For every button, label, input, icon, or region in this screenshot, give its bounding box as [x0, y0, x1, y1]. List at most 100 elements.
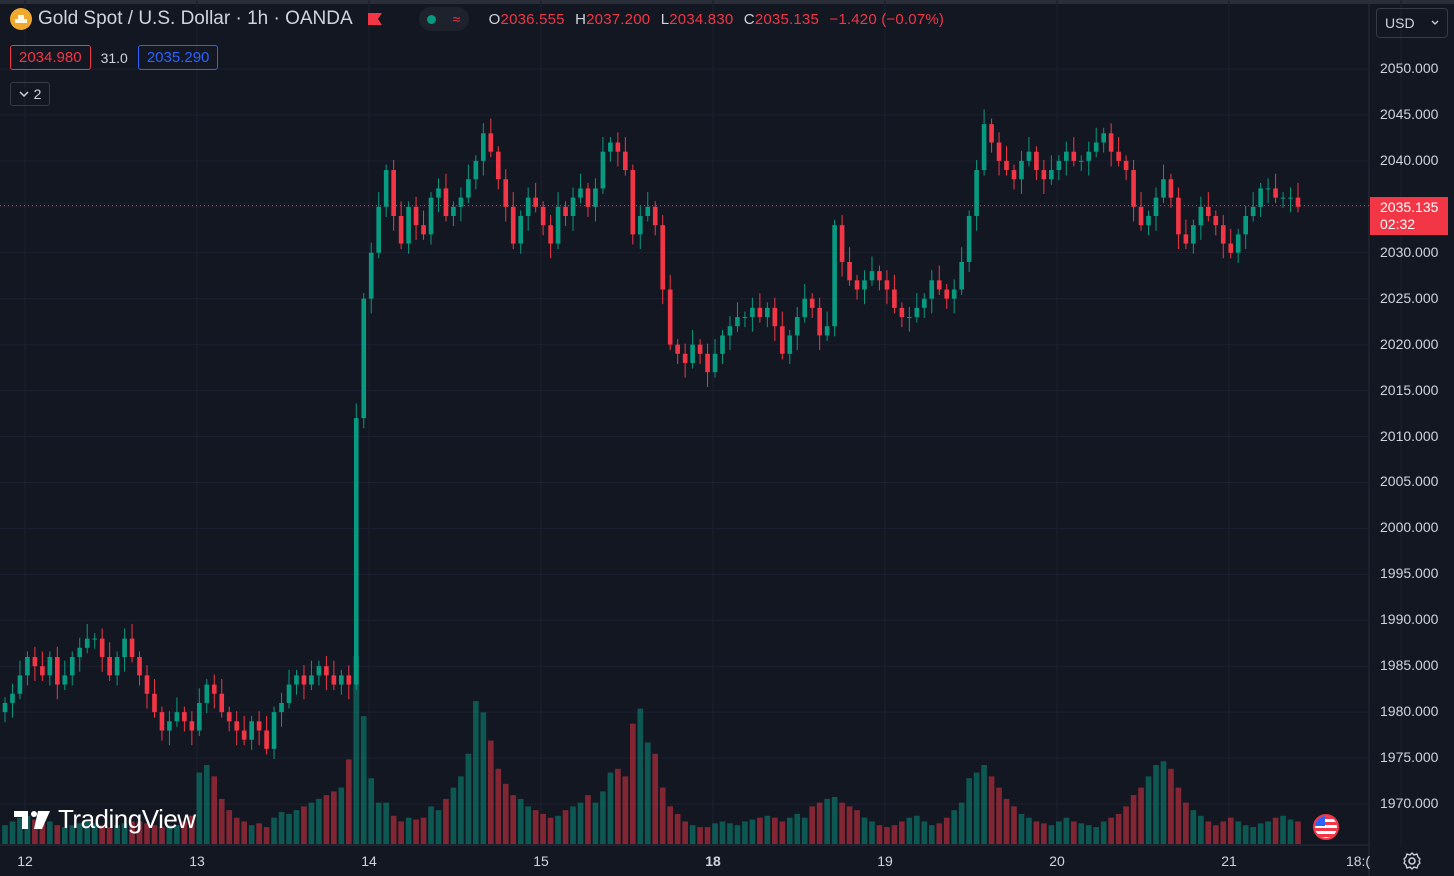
volume-bar — [331, 791, 337, 844]
candle-body — [593, 188, 598, 207]
candle-body — [107, 657, 112, 676]
time-tick-label: 21 — [1221, 853, 1237, 869]
volume-bar — [1153, 765, 1159, 844]
volume-bar — [928, 825, 935, 844]
candle-body — [69, 657, 75, 676]
sell-price-button[interactable]: 2034.980 — [10, 45, 91, 70]
volume-bar — [585, 795, 591, 844]
volume-bar — [637, 708, 644, 844]
volume-bar — [1130, 795, 1137, 844]
candle-body — [99, 638, 105, 657]
volume-bar — [383, 802, 389, 844]
gold-symbol-icon — [10, 8, 32, 30]
volume-bar — [181, 821, 188, 844]
candle-body — [361, 298, 367, 419]
candle-body — [398, 216, 404, 244]
volume-bar — [517, 798, 524, 844]
volume-bar — [450, 787, 457, 844]
flag-icon[interactable] — [367, 12, 383, 26]
candle-body — [1288, 197, 1293, 199]
volume-bar — [727, 823, 733, 844]
symbol-title[interactable]: Gold Spot / U.S. Dollar · 1h · OANDA — [38, 8, 353, 29]
volume-bar — [1056, 821, 1062, 844]
candle-body — [84, 638, 90, 648]
volume-bar — [443, 798, 449, 844]
candle-body — [264, 730, 269, 749]
volume-bar — [2, 825, 8, 844]
candle-body — [989, 124, 994, 143]
candle-body — [697, 344, 703, 354]
volume-bar — [652, 753, 659, 844]
volume-bar — [966, 778, 972, 844]
volume-bar — [1257, 823, 1264, 844]
time-tick-label: 18:( — [1345, 853, 1371, 869]
volume-bar — [263, 827, 270, 844]
buy-price-button[interactable]: 2035.290 — [137, 45, 219, 70]
tradingview-logo[interactable]: TradingView — [14, 804, 196, 835]
candle-body — [974, 170, 979, 216]
candle-body — [1086, 151, 1092, 161]
candle-body — [167, 721, 172, 731]
candle-body — [301, 675, 307, 685]
volume-bar — [458, 776, 464, 844]
volume-bar — [76, 823, 83, 844]
indicators-toggle[interactable]: 2 — [10, 82, 50, 106]
high-label: H — [575, 10, 587, 28]
volume-bar — [1242, 825, 1249, 844]
volume-bar — [1063, 817, 1070, 844]
candle-body — [899, 307, 905, 318]
change-value: −1.420 (−0.07%) — [829, 10, 945, 28]
us-flag-icon[interactable] — [1313, 814, 1339, 840]
volume-bar — [958, 802, 965, 844]
market-open-dot-icon — [427, 14, 436, 24]
volume-bar — [1190, 810, 1197, 844]
candle-body — [1056, 160, 1062, 171]
currency-select[interactable]: USD — [1376, 8, 1448, 38]
candle-body — [32, 657, 38, 667]
candle-body — [488, 133, 494, 152]
volume-bar — [144, 823, 150, 844]
open-label: O — [488, 10, 501, 28]
volume-bar — [1280, 815, 1286, 844]
candle-body — [458, 197, 464, 207]
volume-bar — [69, 825, 76, 844]
volume-bar — [286, 813, 292, 844]
volume-bar — [779, 821, 786, 844]
candle-body — [316, 666, 322, 676]
candle-body — [189, 721, 195, 731]
candle-body — [645, 206, 651, 216]
volume-bar — [996, 787, 1002, 844]
candle-body — [324, 666, 329, 676]
volume-bar — [1115, 813, 1122, 844]
candle-body — [331, 675, 337, 685]
volume-bar — [1041, 823, 1047, 844]
market-status-indicator[interactable]: ≈ — [418, 7, 469, 31]
volume-bar — [233, 817, 240, 844]
tradingview-logo-icon — [14, 810, 50, 829]
candle-body — [406, 206, 411, 244]
candle-body — [847, 261, 852, 281]
gear-icon[interactable] — [1402, 851, 1422, 871]
volume-bar — [420, 817, 427, 844]
volume-bar — [1272, 817, 1279, 844]
candle-body — [1026, 151, 1032, 161]
price-tick-label: 1990.000 — [1380, 611, 1439, 628]
ohlc-readout: O2036.555 H2037.200 L2034.830 C2035.135 … — [489, 11, 950, 28]
volume-bar — [473, 701, 479, 844]
open-value: 2036.555 — [500, 10, 565, 28]
volume-bar — [689, 825, 696, 844]
candle-body — [47, 657, 53, 676]
volume-bar — [39, 823, 46, 844]
price-tick-label: 1975.000 — [1380, 749, 1439, 766]
volume-bar — [174, 825, 180, 844]
top-border — [0, 0, 1454, 4]
volume-bar — [562, 810, 569, 844]
low-value: 2034.830 — [669, 10, 734, 28]
volume-bar — [278, 812, 285, 844]
bid-ask-row: 2034.980 31.0 2035.290 — [10, 45, 219, 70]
volume-bar — [1227, 817, 1234, 844]
candle-body — [226, 712, 232, 722]
price-tick-label: 2025.000 — [1380, 289, 1439, 306]
candle-body — [637, 216, 643, 235]
